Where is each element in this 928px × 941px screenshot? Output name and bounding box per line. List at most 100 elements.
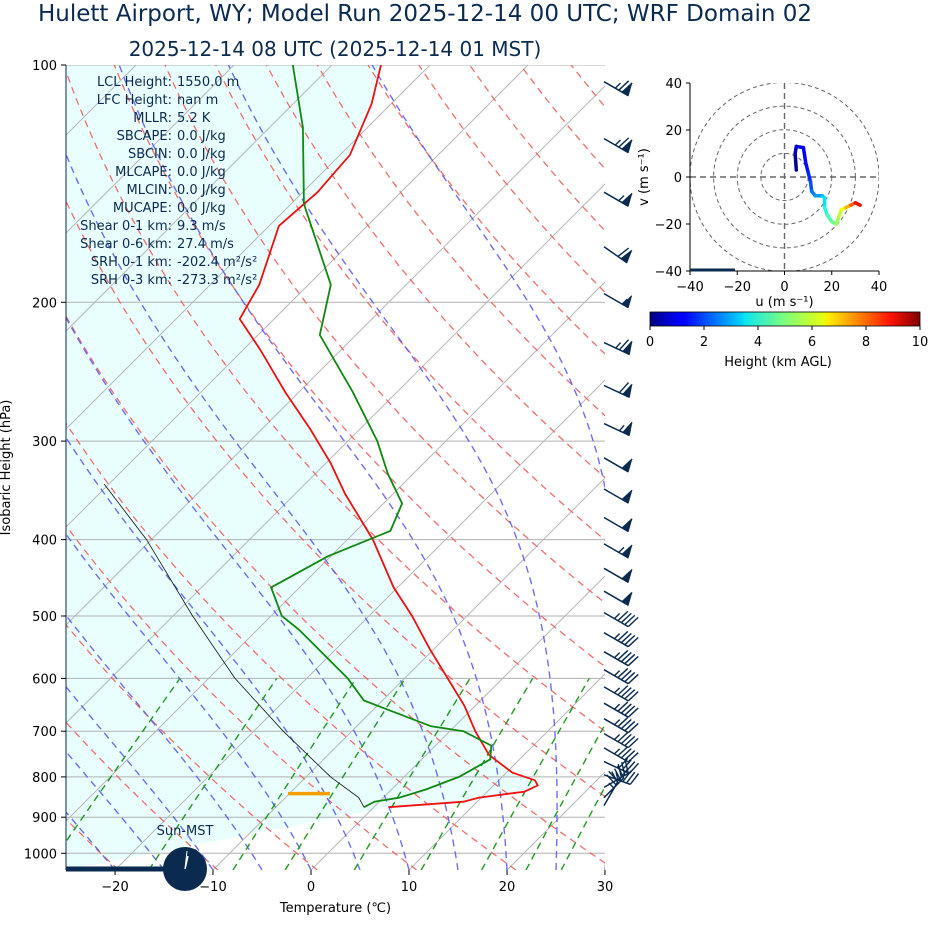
hodo-y-tick-label: −20 (655, 218, 682, 233)
stat-value: nan m (177, 93, 218, 108)
stat-value: 0.0 J/kg (177, 165, 226, 180)
barb-half (615, 139, 620, 146)
x-tick-label: 30 (597, 880, 614, 895)
barb-half (614, 652, 619, 659)
stat-value: 1550.0 m (177, 75, 239, 90)
hodo-x-tick-label: −40 (676, 280, 703, 295)
colorbar-label: Height (km AGL) (724, 355, 832, 370)
barb-half (614, 613, 619, 620)
colorbar-tick-label: 6 (808, 335, 816, 350)
stat-value: 9.3 m/s (177, 219, 226, 234)
stat-label: SRH 0-3 km: (91, 273, 172, 288)
barb-half (614, 734, 619, 741)
hodo-y-tick-label: 20 (665, 124, 682, 139)
stat-label: MLCIN: (127, 183, 172, 198)
y-tick-label: 800 (32, 771, 57, 786)
mixing-ratio-line (526, 678, 631, 870)
isotherm (409, 65, 928, 870)
hodo-segment (803, 148, 805, 163)
stat-label: Shear 0-1 km: (80, 219, 172, 234)
stat-label: MUCAPE: (113, 201, 172, 216)
colorbar-tick-label: 8 (862, 335, 870, 350)
wind-barb (604, 412, 635, 436)
dry-adiabat (520, 65, 928, 870)
hodo-x-tick-label: 20 (823, 280, 840, 295)
hodo-segment (855, 203, 860, 205)
wind-barb (604, 737, 638, 764)
wind-barb (604, 236, 634, 263)
hodo-x-tick-label: 40 (871, 280, 888, 295)
stat-value: -202.4 m²/s² (177, 255, 257, 270)
wind-barb (604, 374, 635, 398)
stat-value: 5.2 K (177, 111, 211, 126)
hodo-clip (690, 83, 879, 272)
barb-full (630, 772, 638, 786)
colorbar-gradient (650, 312, 920, 326)
stat-label: SBCIN: (128, 147, 172, 162)
hodo-y-tick-label: 0 (674, 171, 682, 186)
wind-barb (604, 580, 635, 605)
barb-half (614, 670, 619, 677)
wind-barb (604, 658, 638, 685)
dry-adiabat (673, 65, 928, 870)
wind-barb (604, 181, 635, 206)
barb-half (614, 633, 619, 640)
x-tick-label: 0 (307, 880, 315, 895)
y-tick-label: 100 (32, 59, 57, 74)
clock-label: Sun-MST (157, 824, 214, 839)
wind-barb (604, 506, 635, 531)
barb-half (619, 546, 624, 553)
dry-adiabat (622, 65, 928, 870)
colorbar-tick-label: 2 (700, 335, 708, 350)
x-tick-label: 10 (401, 880, 418, 895)
stat-value: -273.3 m²/s² (177, 273, 257, 288)
x-tick-label: −10 (199, 880, 226, 895)
stat-value: 27.4 m/s (177, 237, 234, 252)
stat-value: 0.0 J/kg (177, 183, 226, 198)
hodo-x-label: u (m s⁻¹) (755, 295, 813, 310)
hodo-x-tick-label: 0 (780, 280, 788, 295)
wind-barb (604, 722, 638, 749)
y-tick-label: 600 (32, 672, 57, 687)
y-tick-label: 900 (32, 811, 57, 826)
hodo-x-tick-label: −20 (724, 280, 751, 295)
barb-half (616, 342, 621, 349)
wind-barbs (593, 70, 639, 805)
stat-label: MLLR: (133, 111, 172, 126)
wind-barb (604, 621, 638, 648)
barb-half (619, 424, 624, 431)
barb-half (614, 703, 619, 710)
y-tick-label: 700 (32, 725, 57, 740)
wind-barb (604, 283, 634, 307)
y-tick-label: 500 (32, 610, 57, 625)
isotherm (507, 65, 928, 870)
hodo-y-tick-label: −40 (655, 265, 682, 280)
x-tick-label: −20 (101, 880, 128, 895)
stat-label: LFC Height: (97, 93, 172, 108)
barb-half (615, 82, 620, 89)
barb-half (619, 195, 624, 202)
stat-label: MLCAPE: (115, 165, 172, 180)
wind-barb (604, 640, 638, 667)
wind-barb (604, 447, 635, 472)
stat-label: SRH 0-1 km: (91, 255, 172, 270)
colorbar-tick-label: 0 (646, 335, 654, 350)
y-tick-label: 1000 (24, 847, 57, 862)
stat-value: 0.0 J/kg (177, 129, 226, 144)
hodo-y-label: v (m s⁻¹) (637, 148, 652, 206)
y-tick-label: 400 (32, 534, 57, 549)
y-axis-label: Isobaric Height (hPa) (0, 400, 14, 536)
stat-label: SBCAPE: (117, 129, 172, 144)
x-axis-label: Temperature (℃) (279, 901, 391, 916)
isotherm (605, 65, 928, 870)
wind-barb (604, 70, 635, 95)
isotherm (703, 65, 928, 870)
barb-half (614, 748, 619, 755)
dry-adiabat (470, 65, 928, 870)
wind-barb (604, 557, 635, 582)
barb-half (614, 719, 619, 726)
